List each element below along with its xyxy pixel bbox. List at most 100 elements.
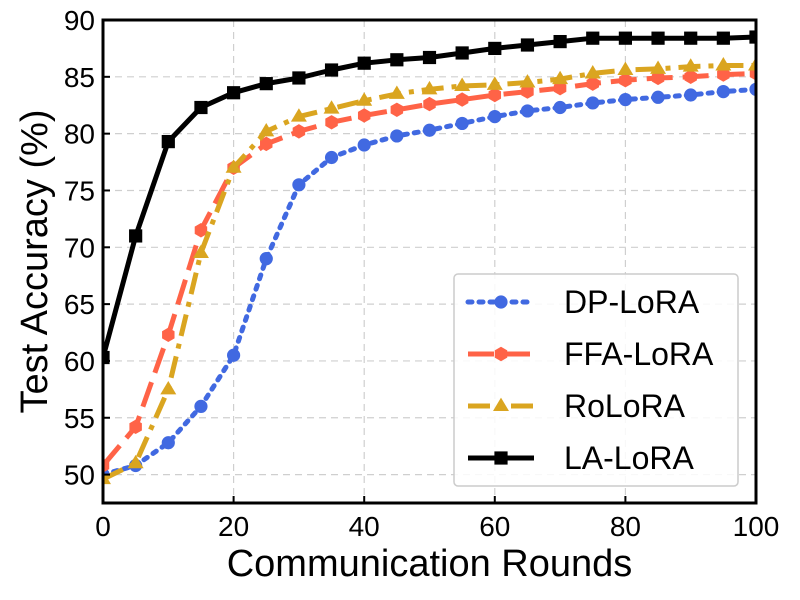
data-point-dp-lora [520, 104, 535, 118]
data-point-dp-lora [259, 252, 273, 266]
y-tick-label: 80 [64, 119, 95, 150]
data-point-rolora [127, 454, 144, 469]
y-tick-label: 65 [64, 289, 95, 320]
data-point-rolora [584, 65, 601, 79]
legend-item-dp-lora: DP-LoRA [465, 284, 700, 320]
data-point-rolora [748, 57, 756, 71]
data-point-dp-lora [651, 90, 665, 104]
y-tick-label: 85 [64, 62, 95, 93]
data-point-ffa-lora [292, 124, 306, 139]
data-point-ffa-lora [260, 136, 273, 152]
legend-label-dp-lora: DP-LoRA [564, 284, 700, 320]
series-rolora [103, 57, 756, 485]
data-point-la-lora [227, 86, 241, 100]
data-point-la-lora [390, 53, 404, 67]
tick-layer: 0 20 40 60 80 100 50 55 60 65 70 75 80 85 90 [64, 5, 780, 542]
data-point-rolora [486, 76, 503, 90]
data-point-dp-lora [227, 348, 241, 362]
data-point-la-lora [422, 50, 437, 65]
data-point-dp-lora [194, 399, 208, 413]
series-ffa-lora [103, 66, 756, 473]
data-point-dp-lora [488, 110, 502, 124]
data-point-rolora [617, 61, 634, 76]
data-point-la-lora [488, 41, 502, 56]
data-point-rolora [103, 470, 111, 485]
data-point-ffa-lora [194, 223, 208, 238]
data-point-la-lora [194, 100, 208, 115]
data-point-dp-lora [324, 150, 339, 165]
data-point-dp-lora [390, 129, 404, 143]
data-point-la-lora [586, 31, 600, 45]
data-point-rolora [421, 80, 438, 95]
series-dp-lora [103, 82, 756, 482]
data-point-la-lora [292, 71, 306, 85]
data-point-rolora [192, 244, 209, 259]
x-tick-label: 40 [349, 511, 380, 542]
data-point-la-lora [553, 34, 567, 49]
legend-label-ffa-lora: FFA-LoRA [564, 336, 714, 372]
data-point-ffa-lora [357, 108, 371, 123]
data-point-rolora [258, 122, 275, 137]
data-point-la-lora [357, 56, 371, 70]
data-point-ffa-lora [619, 73, 632, 88]
data-point-dp-lora [292, 178, 306, 192]
plot-frame [101, 18, 758, 505]
data-point-la-lora [103, 350, 110, 365]
y-tick-label: 90 [64, 5, 95, 36]
data-point-ffa-lora [325, 115, 338, 130]
data-point-ffa-lora [651, 70, 665, 86]
data-point-dp-lora [586, 96, 600, 110]
x-axis-title: Communication Rounds [227, 543, 633, 585]
data-point-ffa-lora [162, 327, 175, 343]
data-point-la-lora [520, 38, 535, 52]
data-point-ffa-lora [103, 458, 110, 473]
y-axis-title: Test Accuracy (%) [14, 109, 56, 413]
y-tick-label: 60 [64, 346, 95, 377]
legend-marker-rolora [493, 397, 509, 412]
data-point-dp-lora [455, 116, 469, 131]
y-tick-label: 75 [64, 175, 95, 206]
data-point-la-lora [129, 229, 143, 243]
legend-marker-ffa-lora [494, 346, 508, 362]
data-point-rolora [290, 108, 307, 122]
x-tick-label: 0 [95, 511, 111, 542]
data-point-rolora [650, 60, 667, 74]
data-point-dp-lora [553, 100, 567, 115]
data-point-la-lora [716, 31, 730, 45]
series-layer [103, 30, 756, 485]
data-point-ffa-lora [488, 87, 502, 103]
data-point-ffa-lora [684, 69, 697, 85]
legend-box [453, 273, 739, 487]
data-point-ffa-lora [717, 67, 730, 82]
x-tick-label: 80 [610, 511, 641, 542]
legend-item-ffa-lora: FFA-LoRA [468, 336, 714, 372]
data-point-dp-lora [684, 88, 698, 102]
data-point-dp-lora [422, 123, 437, 137]
x-tick-label: 20 [218, 511, 249, 542]
data-point-ffa-lora [455, 92, 469, 107]
data-point-rolora [454, 77, 471, 91]
series-clip-group [103, 30, 756, 485]
data-point-dp-lora [716, 84, 730, 99]
legend-item-rolora: RoLoRA [468, 388, 686, 424]
data-point-rolora [552, 70, 569, 85]
data-point-rolora [715, 57, 732, 71]
series-la-lora [103, 30, 756, 365]
data-point-la-lora [324, 63, 339, 77]
data-point-ffa-lora [390, 102, 404, 117]
x-tick-label: 60 [479, 511, 510, 542]
data-point-la-lora [161, 135, 175, 149]
data-point-dp-lora [749, 82, 756, 96]
data-point-ffa-lora [423, 96, 436, 112]
series-line-ffa-lora [103, 70, 756, 468]
data-point-rolora [323, 100, 340, 114]
legend-item-la-lora: LA-LoRA [468, 440, 695, 476]
data-point-rolora [225, 159, 242, 173]
data-point-rolora [356, 92, 373, 106]
data-point-la-lora [259, 77, 273, 91]
data-point-rolora [388, 85, 405, 99]
data-point-la-lora [684, 31, 698, 45]
data-point-la-lora [749, 30, 756, 44]
